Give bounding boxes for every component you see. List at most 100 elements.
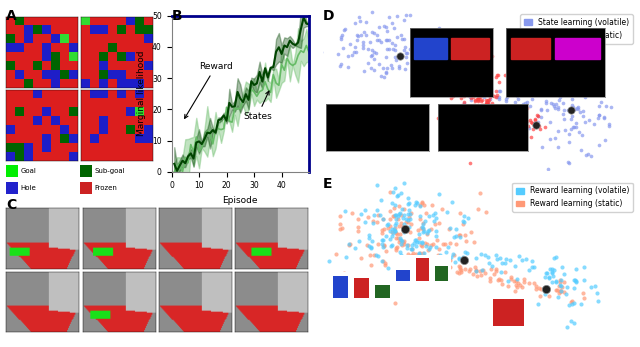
Point (461, 238, 472, 244)
Point (345, 241, 355, 246)
Point (463, 69, 474, 74)
Point (515, 282, 525, 288)
Point (396, 191, 406, 196)
Point (429, 42, 439, 48)
Point (397, 238, 408, 243)
Point (380, 248, 390, 254)
Point (425, 245, 435, 250)
Point (415, 252, 425, 258)
Point (465, 85, 475, 91)
Point (518, 279, 529, 285)
Point (473, 98, 483, 103)
Point (481, 136, 492, 142)
Point (484, 275, 495, 280)
Point (445, 225, 455, 231)
Point (387, 20, 397, 25)
Point (353, 238, 364, 244)
Point (461, 87, 472, 92)
Point (405, 217, 415, 222)
Point (564, 131, 574, 137)
Point (387, 234, 397, 239)
Point (558, 111, 568, 117)
Point (412, 200, 422, 206)
Point (399, 221, 409, 227)
Point (479, 74, 490, 80)
Point (392, 193, 403, 198)
Point (532, 113, 543, 119)
Point (584, 151, 594, 157)
Point (376, 197, 386, 203)
Point (415, 49, 425, 54)
Point (491, 94, 501, 100)
Point (525, 81, 536, 86)
Point (335, 221, 345, 227)
Point (404, 259, 414, 265)
Point (379, 226, 389, 232)
Point (404, 12, 415, 18)
Point (495, 117, 505, 122)
Point (540, 124, 550, 129)
Point (408, 50, 418, 56)
Point (484, 95, 495, 100)
Point (414, 240, 424, 245)
Point (494, 88, 504, 94)
Point (335, 213, 345, 219)
Point (594, 103, 604, 109)
Point (534, 285, 545, 291)
Point (401, 259, 412, 264)
Point (426, 65, 436, 71)
Point (492, 94, 502, 100)
Point (468, 82, 479, 88)
Point (555, 288, 565, 294)
Point (606, 104, 616, 109)
Point (454, 130, 464, 135)
Point (338, 46, 348, 51)
Point (509, 263, 520, 269)
Point (413, 231, 424, 237)
Point (483, 100, 493, 105)
Point (403, 211, 413, 217)
Point (484, 81, 495, 87)
Point (520, 101, 530, 106)
Point (353, 216, 363, 221)
Point (511, 104, 521, 110)
Point (451, 234, 461, 239)
Point (369, 30, 380, 36)
Point (403, 251, 413, 256)
Point (429, 219, 440, 224)
Point (553, 106, 563, 112)
Point (444, 90, 454, 95)
Point (565, 126, 575, 132)
Point (580, 119, 590, 125)
Point (459, 140, 469, 146)
Point (381, 70, 391, 75)
Point (576, 302, 586, 307)
Point (386, 62, 396, 68)
Point (336, 36, 346, 41)
Point (577, 132, 588, 137)
Point (379, 74, 389, 80)
Point (578, 109, 588, 114)
Point (460, 100, 470, 105)
Point (479, 83, 489, 88)
Point (344, 242, 354, 247)
Point (304, 241, 314, 246)
Point (497, 103, 507, 109)
Point (498, 107, 508, 112)
Point (529, 265, 539, 270)
Point (434, 191, 444, 196)
Point (573, 64, 584, 69)
Point (403, 243, 413, 248)
Point (372, 220, 382, 225)
Point (372, 207, 382, 212)
Point (384, 37, 394, 43)
Point (316, 49, 326, 54)
Point (476, 272, 486, 277)
Point (424, 65, 434, 70)
Point (475, 123, 485, 129)
Point (433, 272, 444, 278)
Point (477, 268, 487, 273)
Point (486, 108, 497, 113)
Point (509, 118, 519, 124)
Point (550, 279, 561, 285)
